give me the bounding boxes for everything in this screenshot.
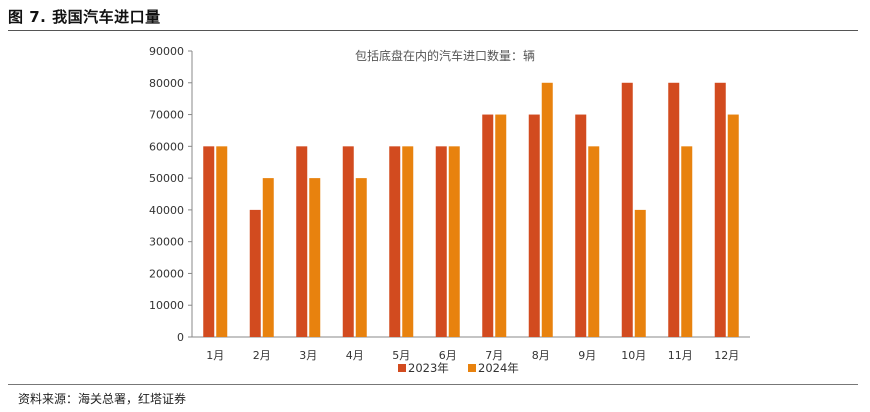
bar-series1-4 (342, 146, 354, 337)
x-tick-label: 7月 (485, 349, 503, 362)
bar-series1-2 (249, 209, 261, 337)
bar-series1-11 (668, 82, 680, 338)
bar-series2-5 (402, 146, 414, 337)
legend-swatch (398, 364, 406, 372)
x-tick-label: 4月 (346, 349, 364, 362)
bar-series2-11 (681, 146, 693, 337)
figure-title: 图 7. 我国汽车进口量 (8, 8, 161, 26)
legend-label: 2023年 (408, 361, 449, 375)
bar-series2-8 (541, 82, 553, 338)
y-tick-label: 90000 (149, 45, 184, 58)
bar-series2-10 (634, 209, 646, 337)
x-tick-label: 5月 (392, 349, 410, 362)
bar-series1-3 (296, 146, 308, 337)
bar-series2-6 (448, 146, 460, 337)
x-tick-label: 8月 (532, 349, 550, 362)
x-tick-label: 12月 (714, 349, 739, 362)
title-rule (8, 30, 858, 31)
y-tick-label: 70000 (149, 109, 184, 122)
bar-series1-8 (528, 114, 540, 337)
bar-series2-7 (495, 114, 507, 337)
bar-series2-3 (309, 178, 321, 337)
chart-annotation: 包括底盘在内的汽车进口数量：辆 (355, 48, 535, 63)
legend-swatch (468, 364, 476, 372)
x-tick-label: 11月 (668, 349, 693, 362)
bar-series1-12 (714, 82, 726, 338)
y-tick-label: 60000 (149, 140, 184, 153)
y-tick-label: 0 (177, 331, 184, 344)
bar-series1-5 (389, 146, 401, 337)
bar-series2-2 (262, 178, 274, 337)
bar-series1-10 (621, 82, 633, 338)
source-note: 资料来源：海关总署，红塔证券 (18, 392, 187, 406)
x-tick-label: 9月 (578, 349, 596, 362)
bar-series2-4 (355, 178, 367, 337)
bar-series1-9 (575, 114, 587, 337)
x-tick-label: 10月 (621, 349, 646, 362)
y-tick-label: 50000 (149, 172, 184, 185)
y-tick-label: 80000 (149, 77, 184, 90)
x-tick-label: 6月 (439, 349, 457, 362)
x-axis: 1月 2月 3月 4月 5月 6月 7月 8月 9月 10月 11月 12月 (192, 336, 750, 362)
bar-series1-6 (435, 146, 447, 337)
bar-series1-1 (203, 146, 215, 337)
bar-series1-7 (482, 114, 494, 337)
bar-series2-9 (588, 146, 600, 337)
y-tick-label: 10000 (149, 299, 184, 312)
x-tick-label: 1月 (206, 349, 224, 362)
x-tick-label: 2月 (253, 349, 271, 362)
y-axis: 0 10000 20000 30000 40000 50000 60000 70000 8000… (149, 45, 193, 344)
legend: 2023年 2024年 (398, 361, 519, 375)
bar-series2-12 (727, 114, 739, 337)
bars (203, 82, 739, 338)
source-rule (8, 384, 858, 385)
y-tick-label: 40000 (149, 204, 184, 217)
y-tick-label: 30000 (149, 236, 184, 249)
y-tick-label: 20000 (149, 267, 184, 280)
bar-series2-1 (216, 146, 228, 337)
x-tick-label: 3月 (299, 349, 317, 362)
legend-label: 2024年 (478, 361, 519, 375)
